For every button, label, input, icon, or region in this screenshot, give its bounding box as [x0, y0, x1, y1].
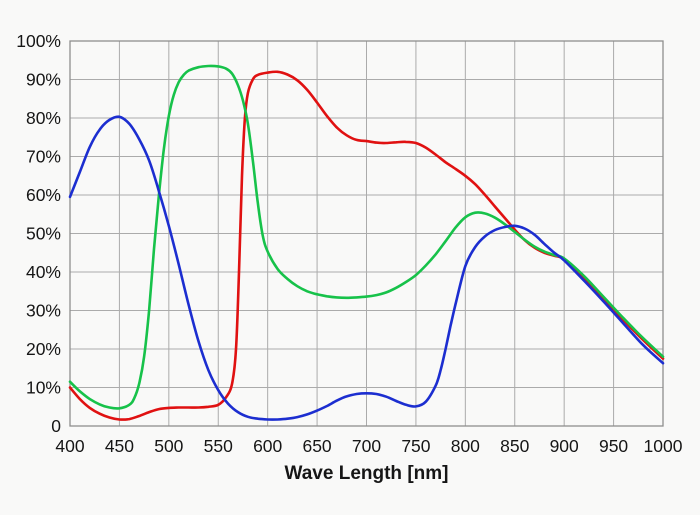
- curve-blue-channel: [68, 115, 665, 421]
- x-tick-label: 400: [55, 436, 84, 456]
- curve-green-channel: [68, 64, 665, 410]
- x-tick-label: 950: [599, 436, 628, 456]
- y-tick-label: 80%: [26, 108, 61, 128]
- y-tick-label: 20%: [26, 339, 61, 359]
- y-tick-label: 40%: [26, 262, 61, 282]
- y-tick-label: 10%: [26, 378, 61, 398]
- y-tick-label: 50%: [26, 224, 61, 244]
- x-tick-label: 600: [253, 436, 282, 456]
- x-tick-label: 650: [302, 436, 331, 456]
- x-tick-label: 750: [401, 436, 430, 456]
- y-tick-label: 70%: [26, 147, 61, 167]
- x-tick-label: 500: [154, 436, 183, 456]
- y-tick-label: 100%: [16, 31, 61, 51]
- x-tick-label: 700: [352, 436, 381, 456]
- y-tick-label: 0: [51, 416, 61, 436]
- x-tick-label: 450: [105, 436, 134, 456]
- y-tick-label: 90%: [26, 70, 61, 90]
- x-tick-label: 1000: [644, 436, 683, 456]
- plot-border: [69, 40, 664, 427]
- y-tick-label: 30%: [26, 301, 61, 321]
- y-tick-label: 60%: [26, 185, 61, 205]
- x-axis-title: Wave Length [nm]: [285, 463, 449, 484]
- x-tick-label: 900: [550, 436, 579, 456]
- x-tick-label: 850: [500, 436, 529, 456]
- curve-red-channel: [68, 70, 665, 421]
- x-tick-label: 550: [204, 436, 233, 456]
- x-tick-label: 800: [451, 436, 480, 456]
